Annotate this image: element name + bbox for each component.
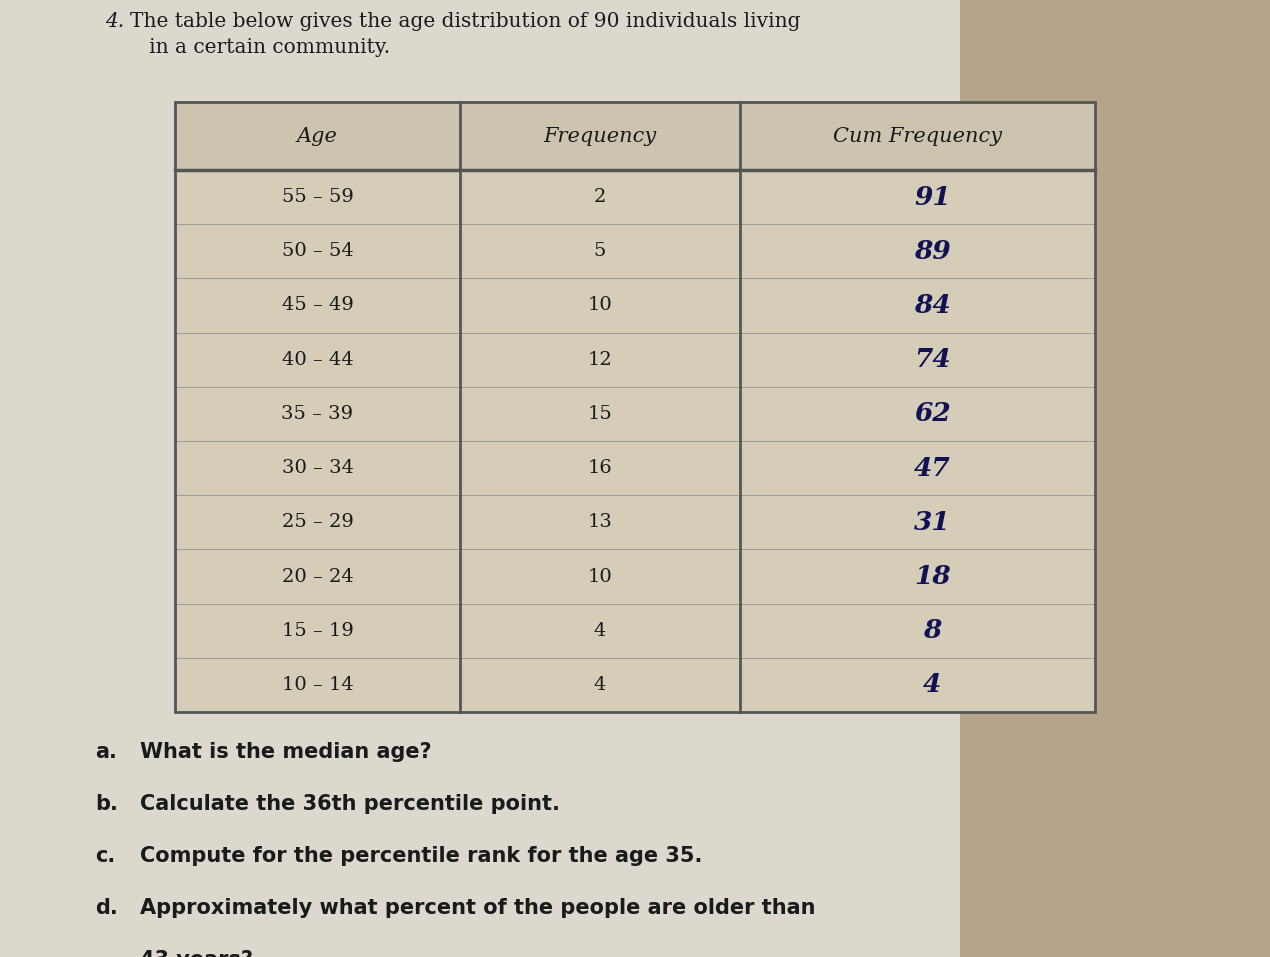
Text: 12: 12 [588,350,612,368]
Text: The table below gives the age distribution of 90 individuals living: The table below gives the age distributi… [130,12,800,31]
Bar [175,102,1095,712]
Text: 5: 5 [594,242,606,260]
Text: 20 – 24: 20 – 24 [282,568,353,586]
Text: 15: 15 [588,405,612,423]
Text: 62: 62 [914,401,951,427]
Text: 25 – 29: 25 – 29 [282,513,353,531]
Text: 40 – 44: 40 – 44 [282,350,353,368]
Text: 10: 10 [588,297,612,315]
Text: 35 – 39: 35 – 39 [282,405,353,423]
Text: 15 – 19: 15 – 19 [282,622,353,639]
Bar [960,0,1270,957]
Text: 50 – 54: 50 – 54 [282,242,353,260]
Text: 10: 10 [588,568,612,586]
Text: 8: 8 [923,618,941,643]
Text: Frequency: Frequency [544,126,657,145]
Text: 74: 74 [914,347,951,372]
Text: a.: a. [95,742,117,762]
Text: Cum Frequency: Cum Frequency [833,126,1002,145]
Text: Approximately what percent of the people are older than: Approximately what percent of the people… [140,898,815,918]
Text: 4: 4 [594,676,606,694]
Text: 2: 2 [594,189,606,206]
Text: 89: 89 [914,239,951,264]
Text: 45 – 49: 45 – 49 [282,297,353,315]
Bar [0,0,960,957]
Text: 47: 47 [914,456,951,480]
Text: c.: c. [95,846,116,866]
Text: 43 years?: 43 years? [140,950,253,957]
Text: Compute for the percentile rank for the age 35.: Compute for the percentile rank for the … [140,846,702,866]
Text: 84: 84 [914,293,951,318]
Text: 30 – 34: 30 – 34 [282,459,353,478]
Text: 10 – 14: 10 – 14 [282,676,353,694]
Text: in a certain community.: in a certain community. [130,38,390,57]
Text: Age: Age [297,126,338,145]
Text: Calculate the 36th percentile point.: Calculate the 36th percentile point. [140,794,560,814]
Text: 91: 91 [914,185,951,210]
Text: 18: 18 [914,564,951,589]
Text: d.: d. [95,898,118,918]
Text: 13: 13 [588,513,612,531]
Text: 4: 4 [594,622,606,639]
Text: 31: 31 [914,510,951,535]
Text: 4.: 4. [105,12,124,31]
Text: What is the median age?: What is the median age? [140,742,432,762]
Text: 4: 4 [923,673,941,698]
Bar [175,102,1095,170]
Bar [175,102,1095,712]
Text: 16: 16 [588,459,612,478]
Text: 55 – 59: 55 – 59 [282,189,353,206]
Text: b.: b. [95,794,118,814]
